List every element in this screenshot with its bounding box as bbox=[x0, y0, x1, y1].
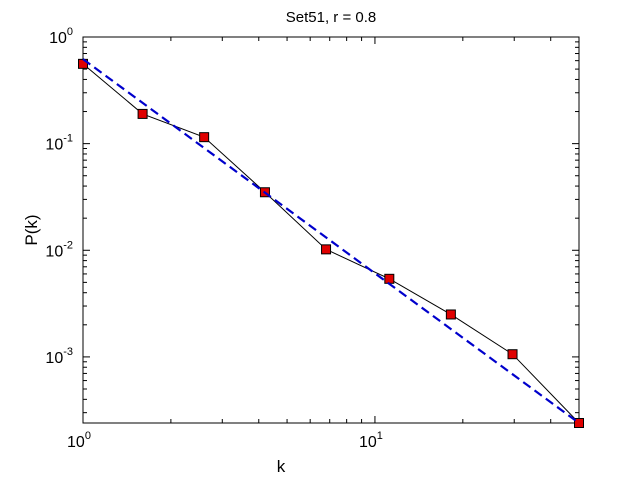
y-tick-label-exponent: -3 bbox=[63, 346, 73, 358]
y-tick-label-exponent: -1 bbox=[63, 133, 73, 145]
x-tick-label-exponent: 0 bbox=[85, 430, 91, 442]
axes-box bbox=[82, 36, 580, 424]
data-point-marker bbox=[574, 418, 584, 428]
chart-title: Set51, r = 0.8 bbox=[286, 9, 376, 26]
data-point-marker bbox=[384, 273, 395, 284]
x-tick-label-base: 10 bbox=[359, 434, 377, 451]
y-tick-label: 100 bbox=[49, 26, 73, 47]
x-tick-label: 100 bbox=[67, 430, 91, 451]
y-tick-label-base: 10 bbox=[45, 243, 63, 260]
y-tick-label-base: 10 bbox=[49, 30, 67, 47]
x-tick-label-base: 10 bbox=[67, 434, 85, 451]
data-point-marker bbox=[507, 349, 518, 360]
y-tick-label: 10-1 bbox=[45, 133, 73, 154]
y-tick-label-exponent: -2 bbox=[63, 239, 73, 251]
y-tick-label: 10-2 bbox=[45, 239, 73, 260]
data-point-marker bbox=[137, 108, 148, 119]
fit-line bbox=[82, 58, 580, 424]
y-tick-label-exponent: 0 bbox=[67, 26, 73, 38]
data-point-marker bbox=[445, 309, 456, 320]
data-point-marker bbox=[199, 132, 210, 143]
x-tick-label-exponent: 1 bbox=[377, 430, 383, 442]
x-axis-label: k bbox=[277, 457, 286, 476]
y-tick-label: 10-3 bbox=[45, 346, 73, 367]
y-tick-label-base: 10 bbox=[45, 350, 63, 367]
data-point-marker bbox=[321, 244, 332, 255]
x-tick-label: 101 bbox=[359, 430, 383, 451]
y-tick-label-base: 10 bbox=[45, 137, 63, 154]
y-axis-label: P(k) bbox=[22, 214, 41, 245]
